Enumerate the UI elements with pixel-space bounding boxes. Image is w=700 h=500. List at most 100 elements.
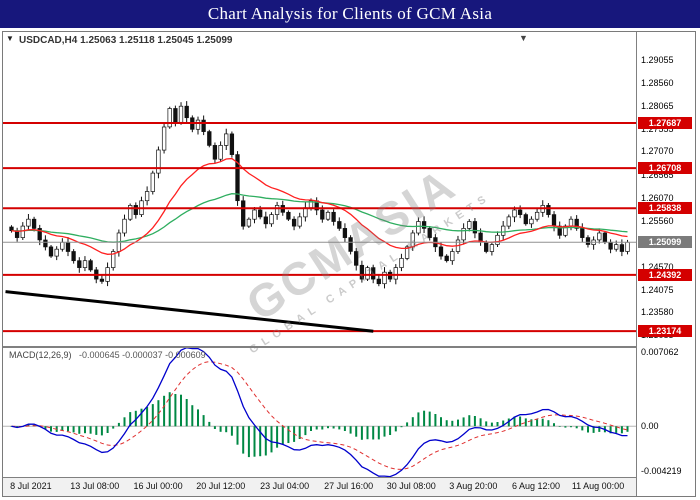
level-price-badge[interactable]: 1.26708 (638, 162, 692, 175)
candle-body (348, 237, 353, 252)
price-tick-label: 1.26070 (641, 192, 674, 203)
macd-histogram-bar (129, 412, 132, 427)
candle-body (133, 205, 138, 215)
time-tick-label: 3 Aug 20:00 (449, 481, 498, 491)
trendline[interactable] (5, 290, 374, 333)
macd-histogram-bar (89, 426, 92, 434)
candle-body (602, 232, 608, 243)
candle-body (410, 232, 415, 248)
candle-body (325, 211, 331, 220)
candle-body (416, 221, 421, 234)
macd-histogram-bar (587, 426, 589, 433)
macd-histogram-bar (242, 426, 245, 454)
macd-histogram-bar (259, 426, 262, 457)
candle-body (427, 228, 432, 238)
candle-body (122, 218, 127, 234)
price-tick-label: 1.27555 (641, 124, 674, 135)
candle-body (568, 218, 574, 227)
candle-body (546, 205, 551, 215)
candle-body (291, 218, 297, 227)
macd-histogram-bar (462, 417, 465, 427)
macd-histogram-bar (490, 422, 493, 427)
ohlc-values: 1.25063 1.25118 1.25045 1.25099 (80, 35, 233, 46)
macd-histogram-bar (581, 426, 584, 431)
symbol-ohlc-label: USDCAD,H4 1.25063 1.25118 1.25045 1.2509… (19, 35, 233, 46)
candle-body (614, 244, 619, 250)
macd-histogram-bar (276, 426, 279, 448)
macd-histogram-bar (174, 394, 177, 427)
macd-histogram-bar (434, 414, 437, 427)
price-tick-label: 1.28065 (641, 100, 674, 111)
time-tick-label: 13 Jul 08:00 (70, 481, 120, 491)
candle-body (258, 209, 263, 218)
macd-main-line (11, 348, 628, 477)
candle-body (167, 108, 172, 128)
candle-body (467, 221, 472, 229)
candle-body (218, 145, 223, 160)
macd-histogram-bar (219, 426, 222, 432)
level-price-badge[interactable]: 1.23174 (638, 325, 692, 338)
macd-histogram-bar (213, 426, 216, 429)
macd-tick-label: 0.00 (641, 421, 659, 432)
symbol-dropdown-icon[interactable]: ▼ (6, 34, 14, 43)
price-tick-label: 1.24075 (641, 284, 674, 295)
price-tick-label: 1.24570 (641, 261, 674, 272)
macd-histogram-bar (524, 418, 527, 427)
macd-indicator-label: MACD(12,26,9) -0.000645 -0.000037 -0.000… (9, 350, 206, 360)
macd-histogram-bar (445, 420, 448, 427)
macd-histogram-bar (338, 426, 341, 430)
macd-histogram-bar (304, 426, 307, 436)
level-price-badge[interactable]: 1.27687 (638, 116, 692, 129)
price-tick-label: 1.29055 (641, 54, 674, 65)
candle-body (444, 255, 449, 262)
macd-histogram-bar (230, 426, 233, 436)
macd-histogram-bar (400, 426, 403, 428)
current-price-badge[interactable]: 1.25099 (638, 236, 692, 249)
macd-histogram-bar (151, 404, 154, 427)
candle-body (495, 234, 500, 245)
candle-body (156, 149, 161, 174)
macd-histogram-bar (197, 409, 199, 427)
macd-histogram-bar (50, 426, 52, 432)
candle-body (26, 218, 31, 227)
macd-histogram-bar (208, 421, 211, 427)
macd-histogram-bar (564, 426, 567, 428)
candle-body (371, 267, 376, 280)
level-price-badge[interactable]: 1.24392 (638, 268, 692, 281)
macd-histogram-bar (247, 426, 250, 458)
macd-histogram-bar (44, 426, 47, 429)
time-tick-label: 27 Jul 16:00 (324, 481, 374, 491)
macd-histogram-bar (236, 426, 239, 445)
candle-body (224, 133, 229, 146)
candle-body (484, 241, 489, 252)
candle-body (472, 221, 478, 234)
level-price-badge[interactable]: 1.25838 (638, 202, 692, 215)
candle-body (331, 211, 336, 222)
macd-histogram-bar (519, 416, 522, 427)
time-tick-label: 30 Jul 08:00 (386, 481, 436, 491)
candle-body (551, 214, 557, 227)
candle-body (342, 228, 348, 238)
candle-body (461, 228, 466, 241)
macd-histogram-bar (502, 420, 505, 427)
candle-body (506, 216, 511, 227)
chart-shift-marker-icon[interactable]: ▼ (519, 33, 528, 43)
candle-body (207, 131, 212, 146)
candle-body (241, 200, 246, 227)
candle-body (517, 209, 523, 215)
indicator-panel-separator[interactable] (3, 346, 636, 348)
candle-body (60, 241, 65, 250)
candle-body (529, 218, 534, 225)
macd-histogram-bar (343, 426, 346, 431)
macd-histogram-bar (609, 426, 612, 434)
candle-body (365, 267, 370, 280)
candle-body (382, 271, 387, 285)
macd-histogram-bar (112, 426, 115, 429)
macd-panel[interactable] (3, 348, 636, 477)
candle-body (619, 244, 625, 252)
price-chart-plot[interactable] (3, 32, 636, 346)
candle-body (489, 244, 495, 252)
macd-histogram-bar (406, 422, 409, 427)
macd-histogram-bar (620, 426, 623, 434)
candle-body (320, 209, 325, 220)
